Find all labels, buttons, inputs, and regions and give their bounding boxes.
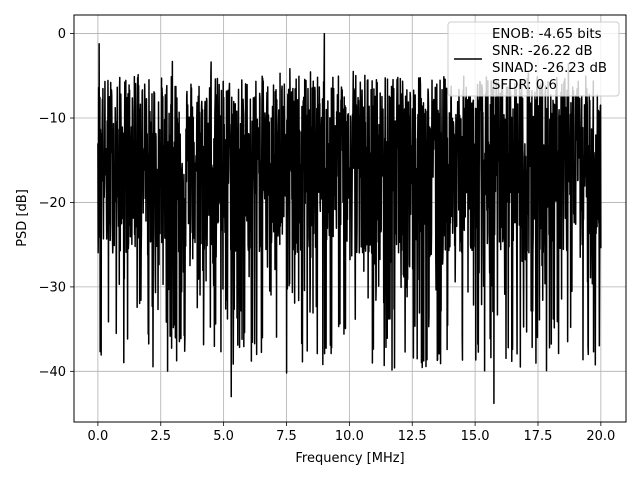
y-tick-label: 0	[58, 27, 66, 42]
x-tick-label: 12.5	[398, 429, 427, 444]
legend-entry-enob: ENOB: -4.65 bits	[492, 27, 602, 42]
axes-frame	[73, 14, 627, 423]
x-tick-label: 17.5	[524, 429, 553, 444]
plot-area	[97, 32, 602, 405]
x-tick-label: 5.0	[213, 429, 234, 444]
y-tick-label: −40	[39, 365, 66, 380]
x-axis-ticks: 0.0 2.5 5.0 7.5 10.0 12.5 15.0 17.5 20.0	[88, 422, 615, 444]
x-tick-label: 2.5	[150, 429, 171, 444]
legend-entry-sinad: SINAD: -26.23 dB	[492, 61, 607, 76]
x-tick-label: 20.0	[586, 429, 615, 444]
x-axis-label: Frequency [MHz]	[295, 451, 404, 466]
legend-entry-sfdr: SFDR: 0.6	[492, 78, 557, 93]
x-tick-label: 7.5	[276, 429, 297, 444]
y-tick-label: −20	[39, 196, 66, 211]
legend: ENOB: -4.65 bits SNR: -26.22 dB SINAD: -…	[447, 21, 620, 97]
x-tick-label: 0.0	[88, 429, 109, 444]
legend-entry-snr: SNR: -26.22 dB	[492, 44, 593, 59]
x-tick-label: 10.0	[335, 429, 364, 444]
legend-box	[447, 21, 620, 97]
y-tick-label: −30	[39, 280, 66, 295]
y-axis-label: PSD [dB]	[15, 189, 30, 247]
y-axis-ticks: 0 −10 −20 −30 −40	[39, 27, 74, 380]
x-tick-label: 15.0	[461, 429, 490, 444]
psd-series-line	[97, 32, 602, 405]
y-tick-label: −10	[39, 112, 66, 127]
